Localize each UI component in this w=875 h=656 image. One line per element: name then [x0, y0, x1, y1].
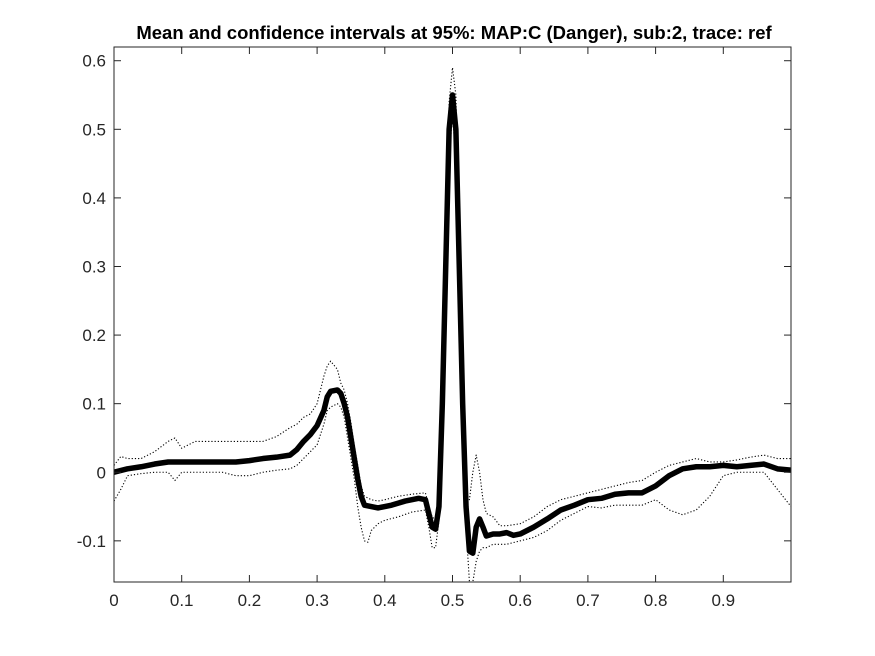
- x-tick-label: 0.3: [305, 591, 329, 610]
- y-tick-label: 0.1: [82, 395, 106, 414]
- y-tick-label: 0.6: [82, 52, 106, 71]
- series-line-lower-ci: [114, 115, 791, 582]
- axes-layer: 0 0.1 0.2 0.3 0.4 0.5 0.6 0.7 0.8 0.9 -0.1 0 0.1 0.2 0…: [77, 46, 792, 610]
- y-tick-label: 0: [97, 463, 106, 482]
- axes-background: [114, 47, 791, 582]
- x-tick-label: 0.6: [508, 591, 532, 610]
- y-tick-label: 0.4: [82, 189, 106, 208]
- x-tick-label: 0.5: [441, 591, 465, 610]
- x-tick-label: 0.8: [644, 591, 668, 610]
- y-tick-label: 0.3: [82, 257, 106, 276]
- y-tick-label: 0.5: [82, 120, 106, 139]
- x-tick-label: 0: [109, 591, 118, 610]
- x-tick-label: 0.9: [711, 591, 735, 610]
- x-tick-label: 0.2: [238, 591, 262, 610]
- y-tick-label: 0.2: [82, 326, 106, 345]
- x-tick-label: 0.4: [373, 591, 397, 610]
- chart-title: Mean and confidence intervals at 95%: MA…: [136, 22, 772, 43]
- x-tick-label: 0.7: [576, 591, 600, 610]
- series-layer: [114, 67, 791, 582]
- x-tick-label: 0.1: [170, 591, 194, 610]
- y-tick-label: -0.1: [77, 532, 106, 551]
- series-line-mean: [114, 92, 791, 556]
